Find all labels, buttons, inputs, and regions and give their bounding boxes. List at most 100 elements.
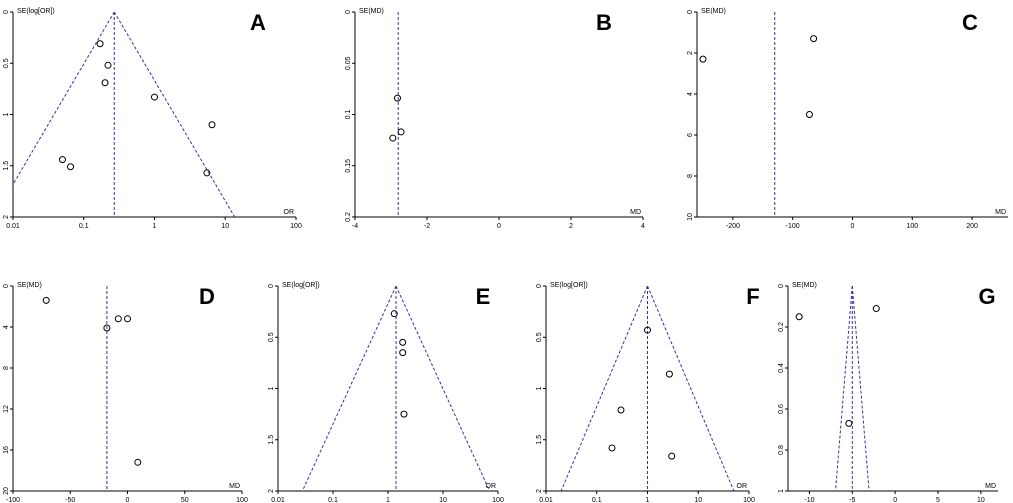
funnel-right-line bbox=[851, 286, 870, 491]
y-tick-label: 0.05 bbox=[345, 56, 352, 70]
study-point bbox=[124, 315, 131, 323]
study-point bbox=[668, 452, 676, 460]
y-axis-title: SE(log[OR]) bbox=[282, 282, 320, 289]
x-tick-label: 100 bbox=[290, 223, 302, 230]
panel-f: 0 0.5 1 1.5 2 0.01 0.1 1 10 100 SE(log[OR]) OR F bbox=[536, 282, 760, 503]
y-tick-label: 0.5 bbox=[536, 332, 543, 342]
x-tick-label: 1 bbox=[386, 497, 390, 503]
study-point bbox=[58, 156, 66, 164]
x-tick-label: 0.01 bbox=[6, 223, 20, 230]
x-tick-label: -10 bbox=[804, 497, 814, 503]
x-tick-label: 100 bbox=[236, 497, 248, 503]
funnel-left-line bbox=[560, 286, 648, 491]
study-point bbox=[665, 370, 673, 378]
y-tick-label: 8 bbox=[687, 174, 694, 178]
x-tick-label: 10 bbox=[221, 223, 229, 230]
y-axis-title: SE(MD) bbox=[701, 8, 726, 15]
study-point bbox=[644, 326, 651, 334]
y-tick-label: 0.6 bbox=[778, 404, 785, 414]
panel-b: 0 0.05 0.1 0.15 0.2-4 -2 0 2 4 SE(MD) MD B bbox=[345, 8, 645, 230]
panel-letter: D bbox=[199, 284, 215, 309]
study-point bbox=[151, 93, 158, 101]
y-tick-label: 16 bbox=[3, 446, 10, 454]
y-tick-label: 0.8 bbox=[778, 445, 785, 455]
y-tick-label: 20 bbox=[3, 487, 10, 495]
y-axis-title: SE(MD) bbox=[359, 8, 384, 15]
study-point bbox=[810, 35, 818, 43]
study-point bbox=[67, 163, 75, 171]
y-tick-label: 4 bbox=[687, 92, 694, 96]
x-tick-label: 10 bbox=[977, 497, 985, 503]
x-tick-label: 100 bbox=[492, 497, 504, 503]
y-tick-label: 10 bbox=[687, 213, 694, 221]
study-point bbox=[389, 134, 397, 142]
x-axis-title: OR bbox=[486, 483, 497, 490]
x-tick-label: 0.1 bbox=[592, 497, 602, 503]
study-point bbox=[42, 296, 50, 304]
x-tick-label: 10 bbox=[439, 497, 447, 503]
y-tick-label: 2 bbox=[687, 51, 694, 55]
y-tick-label: 0.2 bbox=[778, 322, 785, 332]
panel-letter: A bbox=[250, 10, 266, 35]
x-tick-label: 200 bbox=[966, 223, 978, 230]
y-tick-label: 1.5 bbox=[3, 161, 10, 171]
funnel-right-line bbox=[647, 286, 735, 491]
x-axis-title: MD bbox=[995, 209, 1006, 216]
x-tick-label: -50 bbox=[65, 497, 75, 503]
y-tick-label: 1 bbox=[778, 489, 785, 493]
study-point bbox=[399, 338, 407, 346]
y-tick-label: 1 bbox=[268, 386, 275, 390]
study-point bbox=[390, 310, 398, 318]
x-tick-label: 0 bbox=[893, 497, 897, 503]
x-tick-label: 1 bbox=[153, 223, 157, 230]
panel-letter: F bbox=[746, 284, 759, 309]
y-tick-label: 8 bbox=[3, 366, 10, 370]
y-tick-label: 0.2 bbox=[345, 212, 352, 222]
y-tick-label: 0 bbox=[536, 284, 543, 288]
panel-c: 0 2 4 6 8 10 -200 -100 0 100 200 SE(MD) MD C bbox=[687, 8, 1008, 230]
y-axis-title: SE(MD) bbox=[17, 282, 42, 289]
x-tick-label: -4 bbox=[352, 223, 358, 230]
x-tick-label: 2 bbox=[569, 223, 573, 230]
y-axis-title: SE(MD) bbox=[792, 282, 817, 289]
study-point bbox=[114, 315, 122, 323]
y-tick-label: 1.5 bbox=[268, 435, 275, 445]
x-axis-title: MD bbox=[229, 483, 240, 490]
x-tick-label: -2 bbox=[424, 223, 430, 230]
y-tick-label: 0 bbox=[345, 10, 352, 14]
panel-d: 0 4 8 12 16 20 -100 -50 0 50 100 SE(MD) MD D bbox=[3, 282, 248, 503]
y-tick-label: 0 bbox=[268, 284, 275, 288]
x-axis-title: MD bbox=[985, 483, 996, 490]
x-tick-label: 10 bbox=[694, 497, 702, 503]
x-tick-label: 0.1 bbox=[79, 223, 89, 230]
study-point bbox=[96, 40, 104, 48]
x-tick-label: 0.01 bbox=[539, 497, 553, 503]
funnel-right-line bbox=[113, 12, 236, 217]
x-axis-title: OR bbox=[284, 209, 295, 216]
x-tick-label: 0.1 bbox=[328, 497, 338, 503]
study-point bbox=[795, 313, 803, 321]
x-tick-label: -200 bbox=[726, 223, 740, 230]
study-point bbox=[134, 458, 142, 466]
study-point bbox=[699, 55, 707, 63]
y-tick-label: 0 bbox=[3, 10, 10, 14]
study-point bbox=[203, 169, 211, 177]
y-tick-label: 2 bbox=[3, 215, 10, 219]
y-tick-label: 2 bbox=[536, 489, 543, 493]
study-point bbox=[101, 79, 109, 87]
y-tick-label: 0 bbox=[687, 10, 694, 14]
y-axis-title: SE(log[OR]) bbox=[17, 8, 55, 15]
study-point bbox=[399, 349, 407, 357]
study-point bbox=[104, 61, 112, 69]
y-tick-label: 1 bbox=[536, 386, 543, 390]
y-tick-label: 0.15 bbox=[345, 159, 352, 173]
panel-letter: E bbox=[476, 284, 491, 309]
x-tick-label: -100 bbox=[786, 223, 800, 230]
panel-letter: G bbox=[978, 284, 995, 309]
y-tick-label: 0.5 bbox=[268, 332, 275, 342]
study-point bbox=[845, 419, 853, 427]
study-point bbox=[400, 410, 408, 418]
study-point bbox=[617, 406, 625, 414]
funnel-right-line bbox=[395, 286, 491, 491]
study-point bbox=[103, 324, 111, 332]
